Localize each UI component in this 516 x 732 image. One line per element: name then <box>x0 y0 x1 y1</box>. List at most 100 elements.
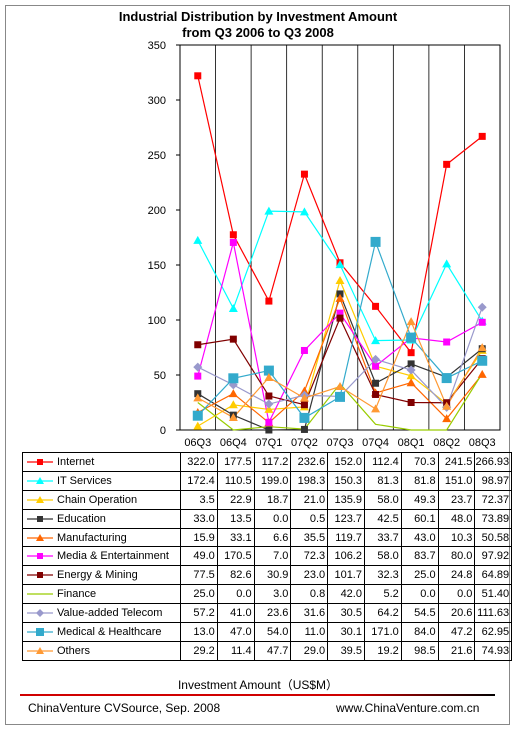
x-tick-label: 06Q3 <box>184 437 211 449</box>
data-label: 62.95 <box>474 622 513 642</box>
data-point <box>407 360 415 368</box>
series-name: Others <box>57 644 91 657</box>
table-row: Education 33.0 13.5 0.0 0.5 123.7 42.5 60.1 48.0… <box>22 508 513 529</box>
data-point <box>370 236 381 247</box>
data-label: 42.5 <box>363 508 402 529</box>
series-line <box>197 316 483 406</box>
y-tick-label: 250 <box>148 150 166 162</box>
series-line <box>197 278 483 427</box>
data-label: 21.0 <box>290 489 329 510</box>
data-point <box>229 335 237 343</box>
data-label: 241.5 <box>437 452 476 472</box>
series-name: Media & Entertainment <box>57 550 169 563</box>
series-legend-cell: Manufacturing <box>22 527 181 548</box>
data-point <box>228 373 239 384</box>
data-point <box>299 412 310 423</box>
data-point <box>372 362 380 370</box>
data-point <box>443 160 451 168</box>
data-point <box>478 132 486 140</box>
table-row: Media & Entertainment 49.0 170.5 7.0 72.3 106… <box>22 546 513 567</box>
data-point <box>229 238 237 246</box>
data-point <box>194 372 202 380</box>
x-tick-label: 08Q3 <box>469 437 496 449</box>
data-label: 10.3 <box>437 527 476 548</box>
series-legend-cell: Finance <box>22 584 181 605</box>
series-legend-cell: Media & Entertainment <box>22 546 181 567</box>
data-label: 80.0 <box>437 546 476 567</box>
data-label: 123.7 <box>327 508 365 529</box>
data-label: 117.2 <box>253 452 292 472</box>
legend-key-icon <box>27 459 53 466</box>
line-chart: 0 50 100 150 200 250 300 350 06Q3 06Q4 07Q1 07Q2 07Q… <box>148 40 501 449</box>
data-point <box>441 373 452 384</box>
data-point <box>336 309 344 317</box>
data-label: 98.5 <box>400 640 439 661</box>
data-point <box>264 404 274 413</box>
data-point <box>335 382 345 391</box>
data-label: 199.0 <box>253 470 292 491</box>
series-line <box>197 239 483 419</box>
data-point <box>193 235 203 244</box>
data-point <box>371 354 381 364</box>
series-name: Energy & Mining <box>57 569 138 582</box>
data-label: 50.58 <box>474 527 513 548</box>
y-tick-label: 150 <box>148 260 166 272</box>
data-label: 21.6 <box>437 640 476 661</box>
data-point <box>264 399 274 409</box>
data-label: 106.2 <box>327 546 365 567</box>
legend-key-icon <box>27 515 53 522</box>
data-point <box>335 260 345 269</box>
data-point <box>443 338 451 346</box>
data-label: 49.0 <box>180 546 218 567</box>
series-name: Internet <box>57 455 95 468</box>
data-label: 97.92 <box>474 546 513 567</box>
data-label: 198.3 <box>290 470 329 491</box>
data-label: 29.2 <box>180 640 218 661</box>
data-point <box>477 355 488 366</box>
legend-key-icon <box>27 628 53 637</box>
table-row: IT Services 172.4 110.5 199.0 198.3 150.3 81.3… <box>22 470 513 491</box>
x-tick-label: 07Q3 <box>327 437 354 449</box>
y-tick-label: 100 <box>148 315 166 327</box>
y-tick-label: 300 <box>148 95 166 107</box>
data-point <box>228 400 238 409</box>
data-label: 41.0 <box>216 603 255 624</box>
data-label: 47.7 <box>253 640 292 661</box>
table-row: Internet 322.0 177.5 117.2 232.6 152.0 112.4 70… <box>22 452 513 472</box>
data-point <box>406 365 416 375</box>
series-name: Finance <box>57 588 97 601</box>
data-label: 0.8 <box>290 584 329 605</box>
data-label: 30.9 <box>253 565 292 586</box>
data-point <box>299 386 309 395</box>
data-label: 30.5 <box>327 603 365 624</box>
data-point <box>193 393 203 402</box>
data-label: 64.89 <box>474 565 513 586</box>
source-text: ChinaVenture CVSource, Sep. 2008 <box>28 701 221 715</box>
data-point <box>406 378 416 387</box>
legend-key-icon <box>27 533 53 541</box>
data-label: 72.3 <box>290 546 329 567</box>
data-label: 60.1 <box>400 508 439 529</box>
data-point <box>228 303 238 312</box>
table-row: Manufacturing 15.9 33.1 6.6 35.5 119.7 33.7 43.… <box>22 527 513 548</box>
data-label: 112.4 <box>363 452 402 472</box>
series-legend-cell: Others <box>22 640 181 661</box>
table-row: Others 29.2 11.4 47.7 29.0 39.5 19.2 98.5 21.6 74… <box>22 640 513 661</box>
data-label: 83.7 <box>400 546 439 567</box>
data-point <box>193 362 203 372</box>
legend-key-icon <box>27 495 53 503</box>
data-label: 13.5 <box>216 508 255 529</box>
data-label: 23.0 <box>290 565 329 586</box>
series-legend-cell: IT Services <box>22 470 181 491</box>
data-label: 39.5 <box>327 640 365 661</box>
data-label: 15.9 <box>180 527 218 548</box>
data-point <box>264 373 274 382</box>
data-label: 33.0 <box>180 508 218 529</box>
data-label: 23.6 <box>253 603 292 624</box>
data-label: 64.2 <box>363 603 402 624</box>
data-label: 54.5 <box>400 603 439 624</box>
data-label: 54.0 <box>253 622 292 642</box>
data-point <box>265 297 273 305</box>
data-label: 58.0 <box>363 546 402 567</box>
table-row: Chain Operation 3.5 22.9 18.7 21.0 135.9 58.0 4… <box>22 489 513 510</box>
